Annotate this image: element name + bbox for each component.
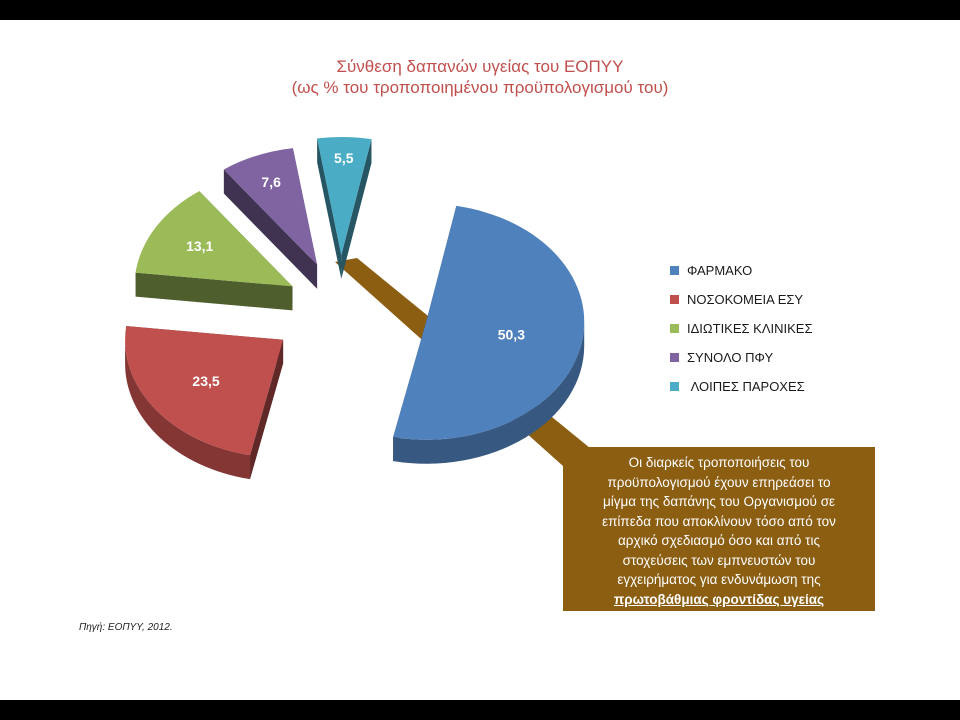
legend-item: ΝΟΣΟΚΟΜΕΙΑ ΕΣΥ [670,285,813,314]
data-label: 5,5 [334,150,354,166]
legend-item: ΛΟΙΠΕΣ ΠΑΡΟΧΕΣ [670,372,813,401]
callout-line: στοχεύσεις των εμπνευστών του [622,552,816,568]
callout-line: επίπεδα που αποκλίνουν τόσο από τον [602,513,836,529]
data-label: 50,3 [498,327,525,343]
pie-slice [125,326,284,480]
legend-swatch [670,353,679,362]
pie-slice [393,205,585,464]
slice-side [125,339,251,480]
callout-box: Οι διαρκείς τροποποιήσεις του προϋπολογι… [563,447,875,611]
data-label: 7,6 [261,174,281,190]
legend-label: ΝΟΣΟΚΟΜΕΙΑ ΕΣΥ [687,292,804,307]
callout-line: προϋπολογισμού έχουν επηρεάσει το [607,474,831,490]
legend-label: ΣΥΝΟΛΟ ΠΦΥ [687,350,774,365]
callout-line: αρχικό σχεδιασμό όσο και από τις [618,533,820,548]
callout-line: Οι διαρκείς τροποποιήσεις του [628,455,810,470]
legend-item: ΦΑΡΜΑΚΟ [670,256,813,285]
slice-wall [250,339,284,480]
slice-wall [317,138,342,279]
slice-top [223,148,318,265]
chart-subtitle: (ως % του τροποποιημένου προϋπολογισμού … [291,78,669,97]
legend-item: ΣΥΝΟΛΟ ΠΦΥ [670,343,813,372]
callout-line: μίγμα της δαπάνης του Οργανισμού σε [602,494,836,509]
legend-label: ΙΔΙΩΤΙΚΕΣ ΚΛΙΝΙΚΕΣ [687,321,813,336]
slice-top [317,136,372,255]
data-label: 23,5 [192,373,219,389]
slice-wall [135,272,293,311]
legend-label: ΛΟΙΠΕΣ ΠΑΡΟΧΕΣ [690,379,805,394]
pie-slice [223,148,318,289]
data-label: 13,1 [186,238,213,254]
source-note: Πηγή: ΕΟΠΥΥ, 2012. [79,622,173,633]
legend-label: ΦΑΡΜΑΚΟ [687,263,753,278]
legend-swatch [670,295,679,304]
slice-side [393,321,585,464]
pie-slice [135,191,293,311]
pie-slice [317,136,372,279]
chart-legend: ΦΑΡΜΑΚΟ ΝΟΣΟΚΟΜΕΙΑ ΕΣΥ ΙΔΙΩΤΙΚΕΣ ΚΛΙΝΙΚΕ… [670,256,813,401]
callout-emphasis: πρωτοβάθμιας φροντίδας υγείας [613,591,825,607]
slice-wall [223,169,318,289]
legend-item: ΙΔΙΩΤΙΚΕΣ ΚΛΙΝΙΚΕΣ [670,314,813,343]
legend-swatch [670,324,679,333]
slice-top [393,205,585,440]
slice-wall [341,139,372,279]
chart-title: Σύνθεση δαπανών υγείας του ΕΟΠΥΥ [336,57,624,76]
callout-line: εγχειρήματος για ενδυνάμωση της [617,572,821,587]
chart-title-block: Σύνθεση δαπανών υγείας του ΕΟΠΥΥ (ως % τ… [0,56,960,98]
legend-swatch [670,266,679,275]
slice-top [135,191,293,287]
slice-top [125,326,284,456]
legend-swatch [670,382,679,391]
